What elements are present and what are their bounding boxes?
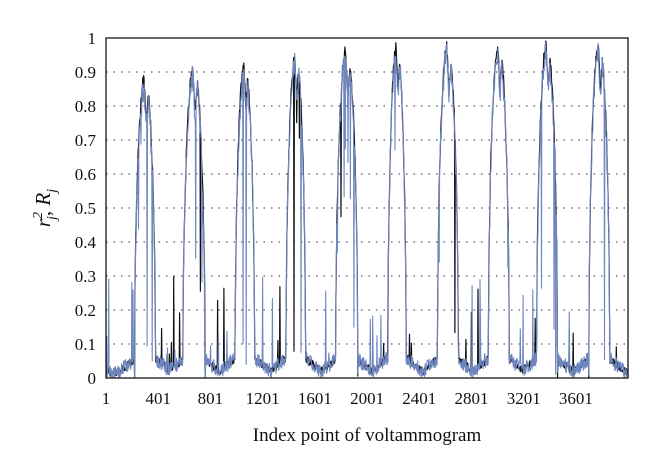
y-axis-title: r2j, Rj — [31, 189, 60, 227]
x-tick-label-3: 1201 — [246, 389, 280, 408]
series-line-blue — [105, 42, 629, 379]
x-tick-labels: 1 401 801 1201 1601 2001 2401 2801 3201 3601 — [102, 389, 593, 408]
y-tick-label-7: 0.7 — [75, 131, 97, 150]
y-tick-label-2: 0.2 — [75, 301, 96, 320]
y-axis-title-sub2: j — [45, 189, 60, 195]
x-tick-label-9: 3601 — [559, 389, 593, 408]
plot-frame — [105, 37, 629, 379]
y-tick-label-4: 0.4 — [75, 233, 97, 252]
x-tick-label-5: 2001 — [350, 389, 384, 408]
y-tick-label-1: 0.1 — [75, 335, 96, 354]
y-tick-label-5: 0.5 — [75, 199, 96, 218]
y-axis-title-sep: , — [31, 206, 55, 217]
y-tick-label-6: 0.6 — [75, 165, 96, 184]
y-tick-label-3: 0.3 — [75, 267, 96, 286]
x-tick-label-1: 401 — [145, 389, 171, 408]
series-layer — [105, 40, 629, 379]
x-axis-title: Index point of voltammogram — [253, 425, 482, 446]
x-tick-label-4: 1601 — [298, 389, 332, 408]
x-tick-label-2: 801 — [198, 389, 224, 408]
x-tick-label-7: 2801 — [454, 389, 488, 408]
y-axis-title-sup1: 2 — [31, 212, 46, 219]
y-tick-label-8: 0.8 — [75, 97, 96, 116]
y-axis-title-base1: r — [31, 218, 55, 227]
y-axis-title-sub1: j — [45, 216, 60, 222]
x-tick-label-8: 3201 — [507, 389, 541, 408]
y-tick-label-9: 0.9 — [75, 63, 96, 82]
x-tick-label-6: 2401 — [402, 389, 436, 408]
y-tick-label-0: 0 — [88, 369, 97, 388]
y-axis-title-base2: R — [31, 193, 55, 207]
y-tick-label-10: 1 — [88, 29, 97, 48]
y-tick-labels: 0 0.1 0.2 0.3 0.4 0.5 0.6 0.7 0.8 0.9 1 — [75, 29, 97, 388]
x-tick-label-0: 1 — [102, 389, 111, 408]
